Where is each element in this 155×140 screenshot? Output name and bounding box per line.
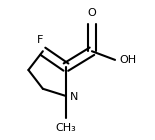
Text: N: N xyxy=(70,92,79,102)
Text: CH₃: CH₃ xyxy=(56,123,76,133)
Text: O: O xyxy=(88,8,96,18)
Text: OH: OH xyxy=(119,55,137,65)
Text: F: F xyxy=(37,35,43,46)
